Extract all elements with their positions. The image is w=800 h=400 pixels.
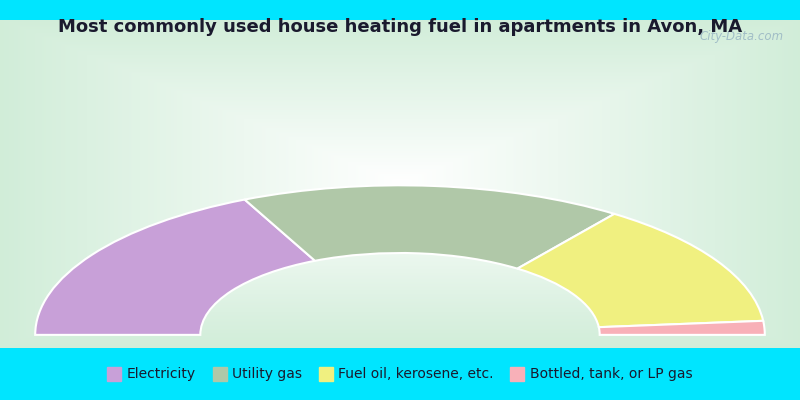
Text: City-Data.com: City-Data.com <box>700 30 784 43</box>
Legend: Electricity, Utility gas, Fuel oil, kerosene, etc., Bottled, tank, or LP gas: Electricity, Utility gas, Fuel oil, kero… <box>102 361 698 387</box>
Wedge shape <box>35 200 315 335</box>
Wedge shape <box>245 185 614 269</box>
Wedge shape <box>598 321 765 335</box>
Wedge shape <box>518 214 763 327</box>
Text: Most commonly used house heating fuel in apartments in Avon, MA: Most commonly used house heating fuel in… <box>58 18 742 36</box>
